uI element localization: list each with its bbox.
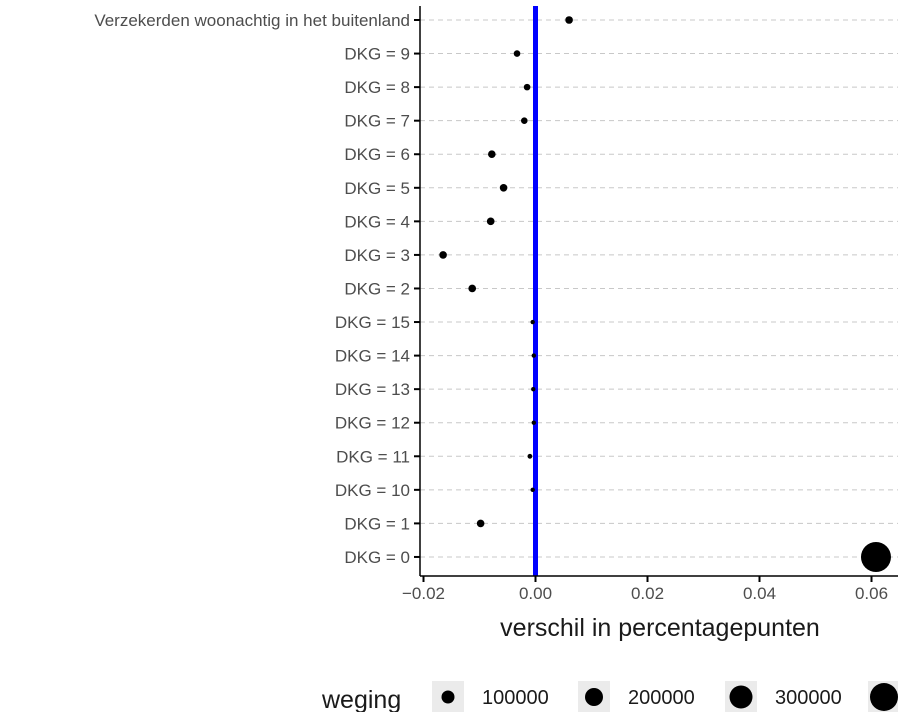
y-tick-label: DKG = 1 xyxy=(344,514,410,533)
y-tick-label: DKG = 8 xyxy=(344,78,410,97)
data-point xyxy=(527,453,533,459)
y-axis: Verzekerden woonachtig in het buitenland… xyxy=(94,6,421,576)
y-tick-label: DKG = 6 xyxy=(344,145,410,164)
data-point xyxy=(565,16,573,24)
y-tick-label: DKG = 10 xyxy=(335,481,410,500)
x-tick-label: 0.00 xyxy=(519,584,552,603)
data-point xyxy=(499,183,508,192)
data-point xyxy=(513,50,521,57)
legend-key-circle xyxy=(729,685,753,709)
data-point xyxy=(530,319,535,325)
data-point xyxy=(531,386,536,392)
y-tick-label: DKG = 2 xyxy=(344,279,410,298)
data-points xyxy=(439,16,891,572)
x-tick-label: 0.06 xyxy=(855,584,888,603)
data-point xyxy=(531,353,537,358)
data-point xyxy=(530,487,535,493)
data-point xyxy=(468,284,477,293)
legend-label: 300000 xyxy=(775,687,842,709)
x-tick-label: 0.04 xyxy=(743,584,776,603)
data-point xyxy=(860,541,891,572)
data-point xyxy=(476,519,485,528)
x-axis-title: verschil in percentagepunten xyxy=(500,614,820,642)
legend-key-circle xyxy=(441,690,455,704)
x-tick-label: 0.02 xyxy=(631,584,664,603)
gridlines xyxy=(420,19,898,558)
data-point xyxy=(521,117,528,124)
legend-label: 100000 xyxy=(482,687,549,709)
data-point xyxy=(531,420,537,425)
y-tick-label: Verzekerden woonachtig in het buitenland xyxy=(94,11,410,30)
legend-key-circle xyxy=(870,683,898,711)
y-tick-label: DKG = 3 xyxy=(344,246,410,265)
y-tick-label: DKG = 12 xyxy=(335,414,410,433)
data-point xyxy=(523,83,531,91)
y-tick-label: DKG = 14 xyxy=(335,347,410,366)
legend-title: weging xyxy=(321,686,401,712)
size-legend: weging 100000 200000 300000 xyxy=(321,681,898,712)
y-tick-label: DKG = 15 xyxy=(335,313,410,332)
data-point xyxy=(486,217,495,226)
y-tick-label: DKG = 13 xyxy=(335,380,410,399)
y-tick-label: DKG = 0 xyxy=(344,548,410,567)
y-tick-label: DKG = 4 xyxy=(344,212,410,231)
y-tick-label: DKG = 9 xyxy=(344,45,410,64)
y-tick-label: DKG = 11 xyxy=(336,447,410,466)
data-point xyxy=(488,150,496,159)
y-tick-label: DKG = 7 xyxy=(344,112,410,131)
data-point xyxy=(439,251,447,259)
x-axis: −0.02 0.00 0.02 0.04 0.06 xyxy=(402,575,898,603)
y-tick-label: DKG = 5 xyxy=(344,179,410,198)
legend-key-circle xyxy=(585,688,603,706)
legend-label: 200000 xyxy=(628,687,695,709)
x-tick-label: −0.02 xyxy=(402,584,445,603)
